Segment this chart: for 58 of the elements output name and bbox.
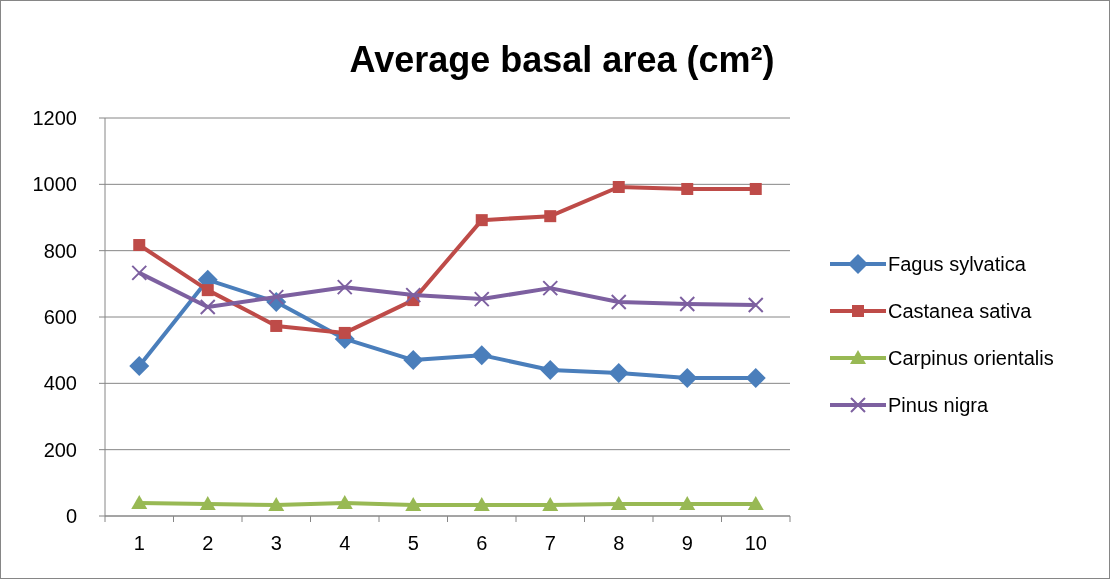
point xyxy=(747,297,764,314)
legend-label: Castanea sativa xyxy=(888,300,1033,322)
point xyxy=(471,345,492,366)
point xyxy=(199,496,216,511)
point xyxy=(268,497,285,512)
legend-label: Pinus nigra xyxy=(888,394,989,416)
y-tick-label: 400 xyxy=(43,372,77,395)
x-tick-label: 7 xyxy=(544,532,556,554)
x-tick-label: 10 xyxy=(744,532,767,554)
point xyxy=(403,350,424,371)
point xyxy=(544,210,557,223)
point xyxy=(270,319,283,332)
x-tick-label: 9 xyxy=(681,532,693,554)
point xyxy=(542,497,559,512)
point xyxy=(405,497,422,512)
point xyxy=(336,495,353,510)
x-tick-label: 8 xyxy=(613,532,625,554)
y-tick-label: 600 xyxy=(43,306,77,328)
point xyxy=(129,356,150,377)
point xyxy=(540,360,561,381)
y-tick-label: 0 xyxy=(65,505,77,527)
x-tick-label: 3 xyxy=(270,532,282,554)
point xyxy=(608,363,629,384)
y-tick-label: 1000 xyxy=(32,173,77,196)
point xyxy=(679,496,696,511)
point xyxy=(681,182,694,195)
legend-label: Fagus sylvatica xyxy=(888,253,1027,275)
y-tick-label: 200 xyxy=(43,438,77,461)
point xyxy=(475,214,488,227)
legend-label: Carpinus orientalis xyxy=(888,347,1054,369)
point xyxy=(745,368,766,389)
point xyxy=(473,291,490,308)
x-tick-label: 6 xyxy=(476,532,488,554)
point xyxy=(610,496,627,511)
point xyxy=(338,326,351,339)
point xyxy=(201,284,214,297)
point xyxy=(749,182,762,195)
y-tick-label: 1200 xyxy=(32,107,77,129)
point xyxy=(542,280,559,297)
x-tick-label: 4 xyxy=(339,532,351,554)
point xyxy=(677,368,698,389)
point xyxy=(131,495,148,510)
point xyxy=(336,279,353,296)
point xyxy=(133,239,146,252)
point xyxy=(131,264,148,281)
y-tick-label: 800 xyxy=(43,239,77,262)
point xyxy=(268,289,285,306)
point xyxy=(405,287,422,304)
x-tick-label: 2 xyxy=(202,532,214,554)
point xyxy=(199,299,216,316)
point xyxy=(610,294,627,311)
point xyxy=(747,496,764,511)
point xyxy=(473,497,490,512)
point xyxy=(612,180,625,193)
chart-title: Average basal area (cm²) xyxy=(349,39,775,80)
x-tick-label: 5 xyxy=(407,532,419,554)
x-tick-label: 1 xyxy=(133,532,145,554)
point xyxy=(679,296,696,313)
